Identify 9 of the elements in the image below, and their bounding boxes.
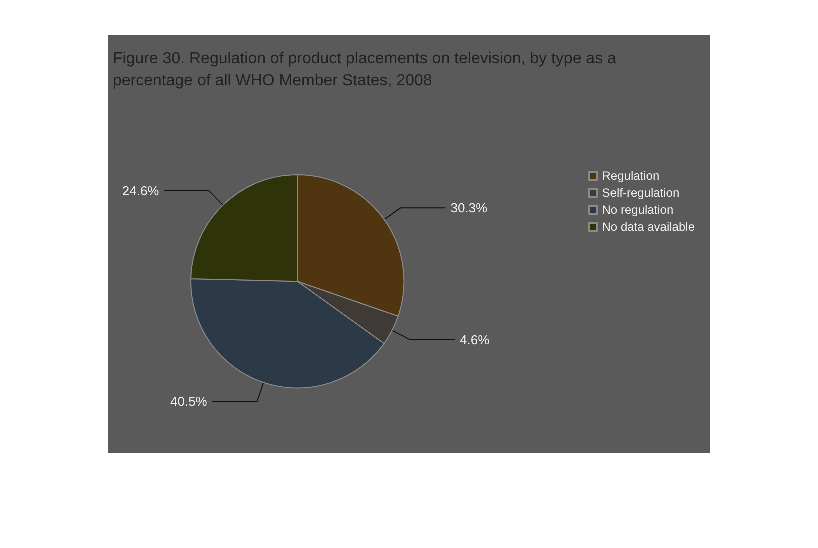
legend-label: Self-regulation bbox=[602, 186, 680, 200]
data-label: 24.6% bbox=[122, 183, 160, 198]
data-label: 30.3% bbox=[450, 200, 488, 216]
legend-label: No regulation bbox=[602, 203, 674, 217]
chart-title: Figure 30. Regulation of product placements on television, by type as a percentage of all WHO Member States, 2008 bbox=[113, 50, 621, 90]
legend-label: Regulation bbox=[602, 169, 660, 183]
data-label: 4.6% bbox=[460, 332, 490, 348]
data-label: 40.5% bbox=[170, 394, 208, 410]
legend-label: No data available bbox=[602, 220, 696, 234]
